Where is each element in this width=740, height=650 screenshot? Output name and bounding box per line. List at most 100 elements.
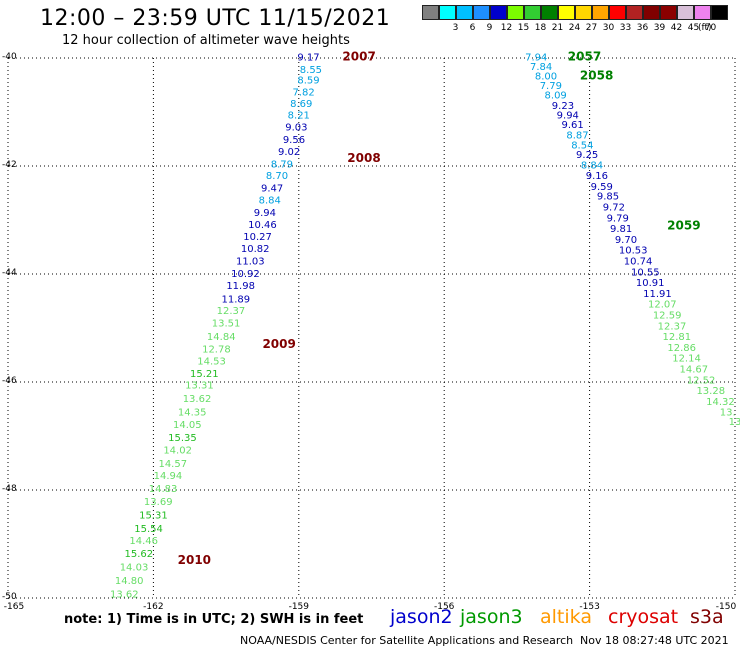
satellite-cryosat: cryosat [608,606,679,628]
wave-height-value: 8.21 [288,111,310,122]
scale-tick-label: 9 [486,23,493,33]
wave-height-value: 15.62 [125,549,154,560]
scale-swatch [490,5,507,20]
lon-label: -153 [579,602,600,612]
wave-height-value: 9.47 [261,184,283,195]
time-label: 2059 [667,218,700,232]
scale-swatch [456,5,473,20]
wave-height-value: 8.09 [545,91,567,102]
scale-tick-label: 12 [500,23,513,33]
wave-height-value: 8.00 [535,71,557,82]
page-title: 12:00 – 23:59 UTC 11/15/2021 [40,6,391,31]
wave-height-value: 14.03 [120,563,149,574]
scale-tick-label: 30 [602,23,615,33]
wave-height-value: 14.84 [207,332,236,343]
scale-tick-label: 33 [619,23,632,33]
lat-label: -42 [2,160,17,170]
satellite-jason2: jason2 [390,606,453,628]
wave-height-value: 14.32 [706,397,735,408]
wave-height-value: 7.84 [530,62,552,73]
lat-label: -40 [2,52,17,62]
wave-height-value: 15.54 [134,524,163,535]
wave-height-value: 9.94 [557,111,579,122]
page-subtitle: 12 hour collection of altimeter wave hei… [62,33,350,48]
wave-height-value: 13.62 [183,394,212,405]
scale-swatch [694,5,711,20]
lon-label: -150 [715,602,737,612]
wave-height-value: 10.91 [636,278,665,289]
scale-swatch [473,5,490,20]
wave-height-value: 15.35 [168,433,197,444]
scale-tick-label: 21 [551,23,564,33]
wave-height-value: 10.53 [619,246,648,257]
lat-label: -46 [2,376,17,386]
wave-height-value: 9.03 [285,123,307,134]
wave-height-value: 10.55 [631,267,660,278]
wave-height-value: 10.27 [243,232,272,243]
scale-tick-label: 36 [636,23,649,33]
scale-tick-label: 39 [653,23,666,33]
wave-height-value: 11.98 [226,281,255,292]
time-label: 2007 [342,49,375,63]
scale-swatch [711,5,728,20]
wave-height-value: 9.59 [591,182,613,193]
scale-tick-label: 45 [687,23,700,33]
scale-swatch [575,5,592,20]
wave-height-value: 7.82 [293,87,315,98]
time-label: 2008 [347,151,380,165]
wave-height-value: 9.79 [607,213,629,224]
lat-label: -44 [2,268,17,278]
wave-height-value: 13.51 [212,319,241,330]
scale-tick-label: 27 [585,23,598,33]
wave-height-value: 14.83 [149,484,178,495]
satellite-jason3: jason3 [460,606,523,628]
wave-height-value: 14.53 [197,356,226,367]
wave-height-value: 12.52 [687,375,716,386]
wave-height-value: 13 [729,417,740,428]
scale-swatch [677,5,694,20]
scale-tick-label: 18 [534,23,547,33]
wave-height-value: 12.86 [667,343,696,354]
wave-height-value: 8.59 [297,76,319,87]
scale-tick-label: 3 [452,23,459,33]
scale-swatch [507,5,524,20]
scale-swatch [592,5,609,20]
wave-height-value: 7.94 [525,52,547,63]
timestamp: Nov 18 08:27:48 UTC 2021 [580,634,729,647]
wave-height-value: 8.84 [581,160,603,171]
wave-height-value: 8.87 [566,131,588,142]
wave-height-value: 14.94 [154,471,183,482]
scale-unit: (ft) [698,23,712,33]
wave-height-value: 12.37 [217,306,246,317]
scale-swatch [439,5,456,20]
wave-height-value: 13.69 [144,497,173,508]
wave-height-value: 10.82 [241,244,270,255]
scale-swatch [524,5,541,20]
wave-height-value: 10.92 [231,269,260,280]
wave-height-value: 12.14 [672,354,701,365]
wave-height-value: 10.46 [248,220,277,231]
wave-height-value: 12.37 [658,321,687,332]
wave-height-value: 12.78 [202,345,231,356]
wave-height-value: 9.56 [283,135,305,146]
scale-swatch [609,5,626,20]
wave-height-value: 9.70 [615,235,637,246]
wave-height-value: 7.79 [540,81,562,92]
scale-swatch [422,5,439,20]
scale-swatch [558,5,575,20]
lon-label: -156 [433,602,455,612]
wave-height-value: 13.28 [696,386,725,397]
lon-label: -162 [143,602,164,612]
wave-height-value: 14.02 [163,446,192,457]
wave-height-value: 9.72 [603,203,625,214]
wave-height-value: 9.16 [586,171,608,182]
wave-height-value: 14.35 [178,408,207,419]
satellite-s3a: s3a [690,606,724,628]
credit-line: NOAA/NESDIS Center for Satellite Applica… [240,634,574,647]
lat-label: -50 [2,592,17,602]
wave-height-value: 14.80 [115,576,144,587]
wave-height-value: 15.31 [139,510,168,521]
time-label: 2009 [262,337,295,351]
wave-height-value: 14.46 [129,536,158,547]
